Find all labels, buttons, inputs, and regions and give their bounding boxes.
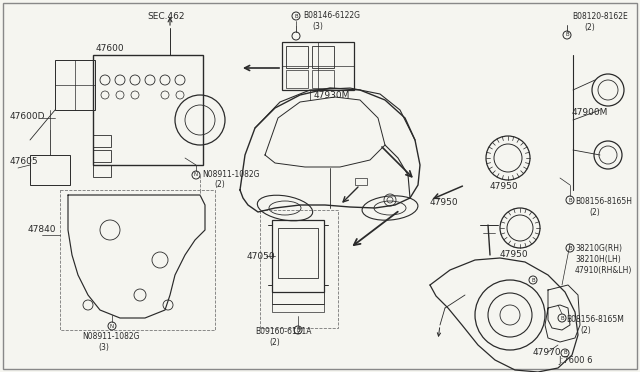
Text: (3): (3) (312, 22, 323, 31)
Text: 47600: 47600 (96, 44, 125, 53)
Bar (93, 135, 111, 147)
Text: 47050: 47050 (247, 252, 276, 261)
Text: N08911-1082G: N08911-1082G (202, 170, 259, 179)
Text: N: N (110, 324, 114, 328)
Bar (93, 55, 203, 165)
Text: B: B (563, 350, 567, 356)
Text: 47840: 47840 (28, 225, 56, 234)
Text: (2): (2) (589, 208, 600, 217)
Bar (282, 42, 354, 90)
Text: SEC.462: SEC.462 (147, 12, 184, 21)
Bar (278, 228, 318, 278)
Bar (272, 304, 324, 312)
Text: 47910(RH&LH): 47910(RH&LH) (575, 266, 632, 275)
Text: 47950: 47950 (430, 198, 459, 207)
Bar (272, 292, 324, 304)
Text: (2): (2) (580, 326, 591, 335)
Text: J:7600 6: J:7600 6 (558, 356, 593, 365)
Text: B: B (568, 198, 572, 202)
Bar (312, 70, 334, 88)
Text: B08156-8165H: B08156-8165H (575, 197, 632, 206)
Bar (355, 178, 367, 185)
Text: 47605: 47605 (10, 157, 38, 166)
Text: (2): (2) (269, 338, 280, 347)
Bar (60, 190, 215, 330)
Text: 47950: 47950 (500, 250, 529, 259)
Text: B08156-8165M: B08156-8165M (566, 315, 624, 324)
Text: N08911-1082G: N08911-1082G (82, 332, 140, 341)
Bar (286, 46, 308, 68)
Text: 47930M: 47930M (314, 91, 350, 100)
Text: N: N (194, 173, 198, 177)
Text: B: B (568, 246, 572, 250)
Text: B: B (560, 315, 564, 321)
Text: B09160-6121A: B09160-6121A (255, 327, 312, 336)
Text: (2): (2) (584, 23, 595, 32)
Bar (93, 165, 111, 177)
Text: 38210H(LH): 38210H(LH) (575, 255, 621, 264)
Bar (93, 150, 111, 162)
Text: 47900M: 47900M (572, 108, 609, 117)
Text: (2): (2) (214, 180, 225, 189)
Bar (55, 60, 95, 110)
Text: B: B (294, 13, 298, 19)
Text: B08120-8162E: B08120-8162E (572, 12, 628, 21)
Text: B: B (565, 32, 569, 38)
Text: 47600D: 47600D (10, 112, 45, 121)
Text: B: B (531, 278, 535, 282)
Bar (312, 46, 334, 68)
Bar (260, 210, 338, 328)
Text: 47970: 47970 (533, 348, 562, 357)
Text: (3): (3) (98, 343, 109, 352)
Text: B08146-6122G: B08146-6122G (303, 11, 360, 20)
Bar (30, 155, 70, 185)
Bar (272, 220, 324, 292)
Text: 38210G(RH): 38210G(RH) (575, 244, 622, 253)
Text: B: B (296, 327, 300, 333)
Text: 47950: 47950 (490, 182, 518, 191)
Bar (286, 70, 308, 88)
